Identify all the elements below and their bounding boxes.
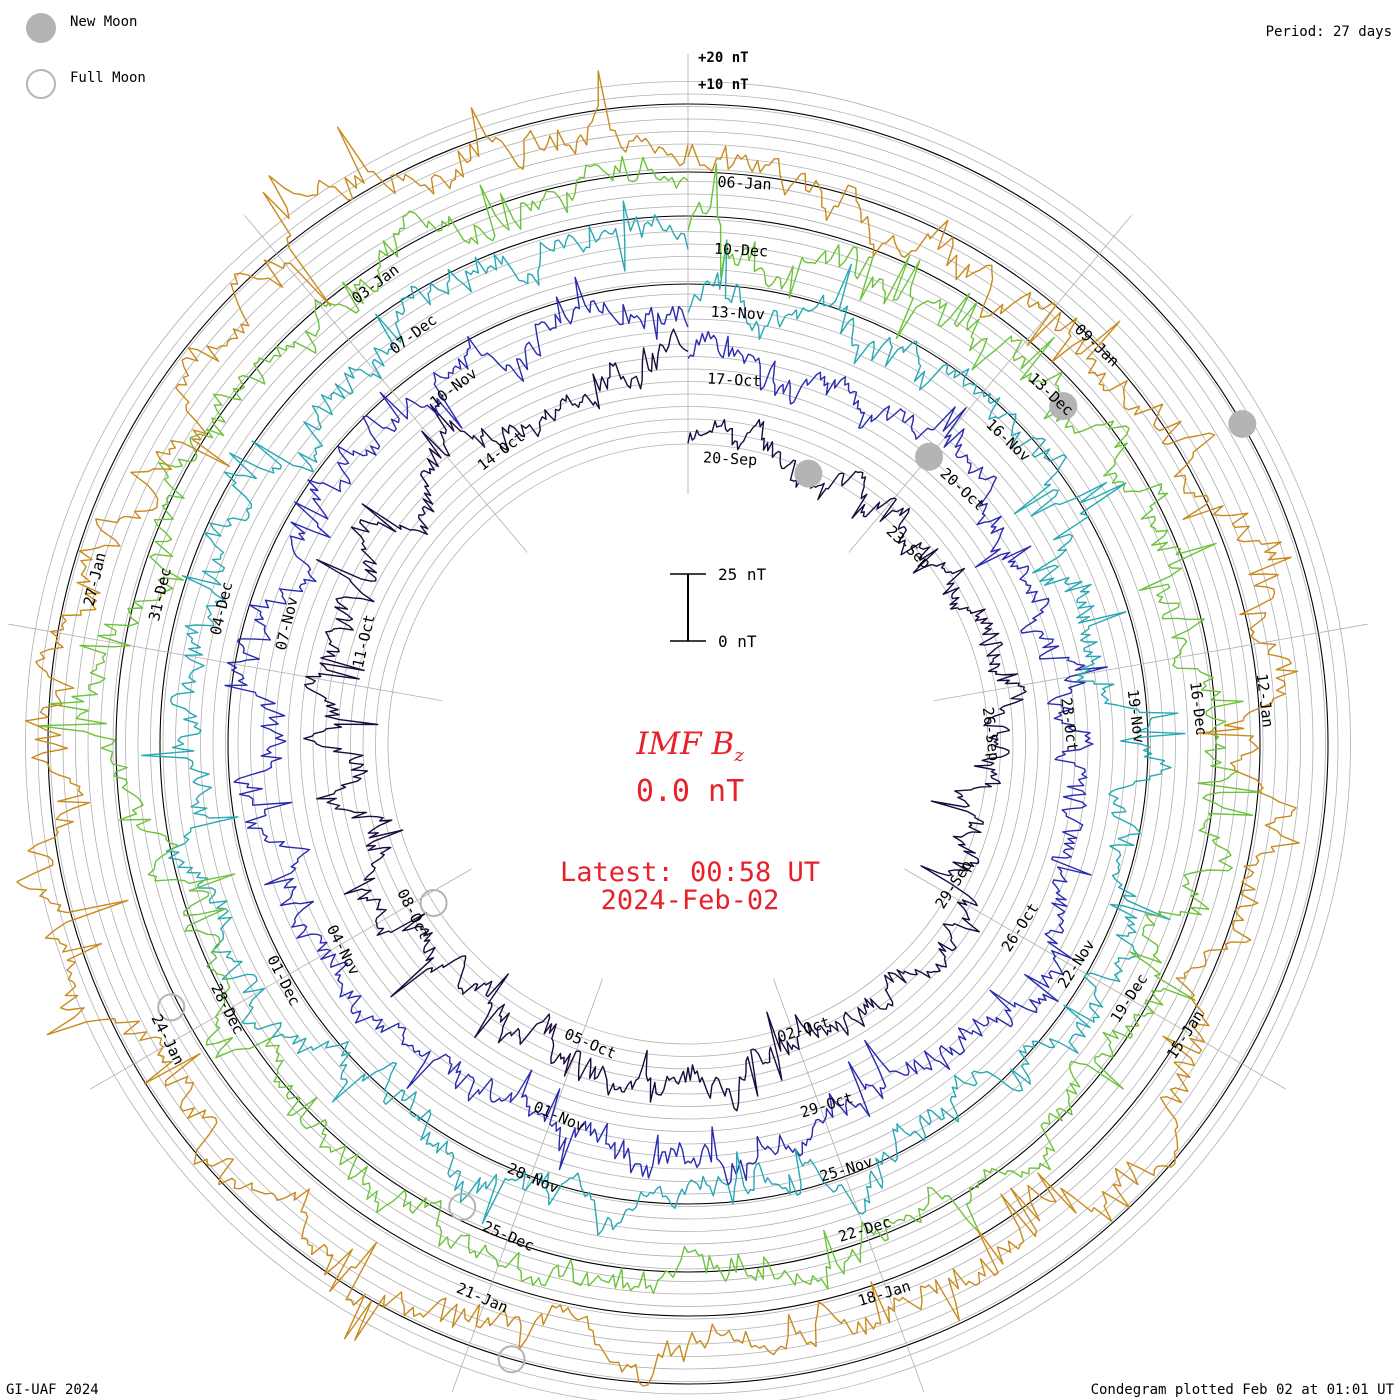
date-label: 01-Dec (263, 952, 304, 1008)
date-spoke (244, 215, 528, 553)
scale-bar: 25 nT 0 nT (670, 565, 767, 651)
new-moon-marker (1228, 410, 1257, 438)
date-label: 16-Dec (1186, 681, 1210, 737)
date-label: 04-Dec (207, 580, 237, 637)
date-label: 25-Nov (818, 1153, 875, 1186)
date-label: 27-Jan (80, 551, 110, 608)
moon-markers (157, 392, 1257, 1374)
full-moon-marker (497, 1345, 526, 1374)
latest-time: Latest: 00:58 UT (559, 857, 821, 888)
bz-trace-rotation-4 (37, 155, 1263, 1294)
footer-credit: GI-UAF 2024 (6, 1382, 99, 1398)
full-moon-label: Full Moon (70, 70, 146, 86)
date-label: 12-Jan (1253, 672, 1277, 728)
full-moon-marker (419, 888, 448, 917)
current-value: 0.0 nT (635, 774, 745, 809)
bz-trace-rotation-3 (140, 200, 1186, 1236)
date-label: 25-Dec (480, 1217, 537, 1255)
date-spokes (8, 54, 1368, 1393)
date-spoke (934, 623, 1368, 701)
period-label: Period: 27 days (1265, 24, 1392, 40)
full-moon-marker (448, 1192, 477, 1221)
date-spoke (90, 868, 472, 1090)
date-spoke (8, 623, 442, 701)
date-spoke (904, 868, 1286, 1090)
bz-trace-rotation-2 (224, 276, 1108, 1186)
date-label: 09-Jan (1071, 320, 1123, 370)
date-label: 01-Nov (531, 1098, 588, 1136)
date-label: 07-Nov (272, 595, 302, 652)
date-label: 02-Oct (775, 1013, 832, 1046)
date-label: 26-Oct (998, 900, 1043, 955)
scale-low-label: 0 nT (718, 632, 757, 651)
full-moon-marker (157, 993, 186, 1022)
new-moon-marker (1049, 392, 1078, 421)
bz-trace-rotation-1 (303, 328, 1027, 1112)
new-moon-label: New Moon (70, 14, 138, 30)
date-label: 28-Nov (505, 1159, 562, 1197)
footer-plot-time: Condegram plotted Feb 02 at 01:01 UT (1090, 1382, 1394, 1398)
bz-trace-rotation-5 (16, 70, 1300, 1387)
date-label: 05-Oct (562, 1025, 619, 1063)
latest-date: 2024-Feb-02 (600, 885, 780, 916)
date-label: 06-Jan (717, 173, 772, 194)
date-label: 29-Sep (931, 857, 976, 912)
new-moon-marker (794, 459, 823, 488)
full-moon-icon (26, 69, 56, 99)
bz-traces (16, 70, 1300, 1387)
new-moon-icon (26, 13, 56, 43)
date-label: 24-Jan (147, 1011, 188, 1067)
ring-label-20: +20 nT (698, 50, 749, 66)
date-label: 31-Dec (145, 566, 175, 623)
new-moon-marker (915, 442, 944, 471)
date-label: 19-Nov (1124, 688, 1148, 744)
date-label: 28-Dec (207, 981, 248, 1037)
scale-high-label: 25 nT (718, 565, 767, 584)
date-label: 23-Sep (883, 522, 935, 572)
quantity-title: IMF Bz (636, 726, 744, 767)
date-spoke (848, 215, 1132, 553)
date-label: 20-Sep (703, 448, 758, 469)
date-label: 23-Oct (1057, 696, 1081, 752)
date-label: 16-Nov (982, 415, 1034, 465)
ring-label-10: +10 nT (698, 77, 749, 93)
date-label: 17-Oct (707, 370, 762, 391)
date-label: 13-Nov (710, 303, 765, 324)
date-label: 10-Dec (713, 240, 768, 261)
moon-legend-icons (26, 13, 56, 99)
